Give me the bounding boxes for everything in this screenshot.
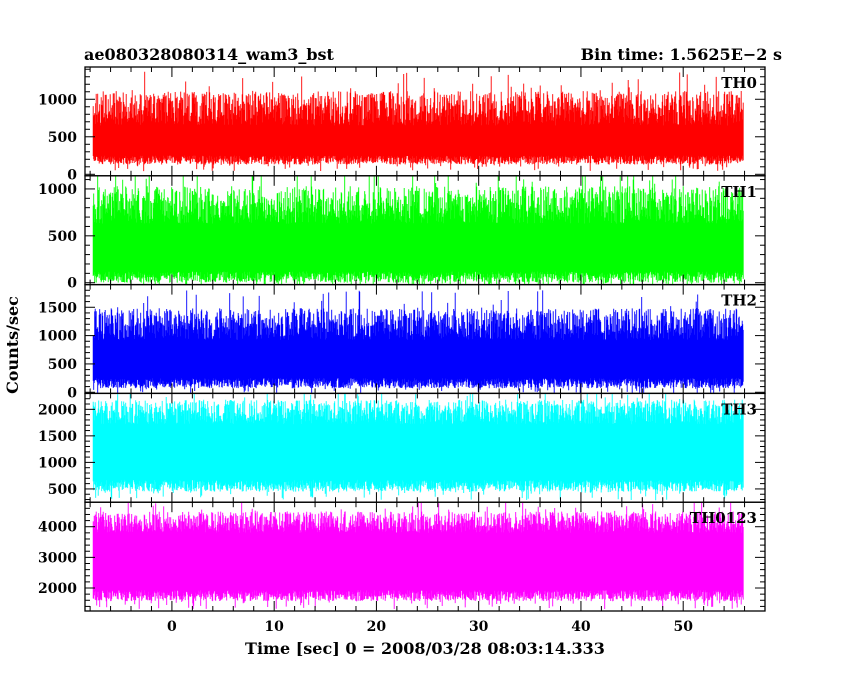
panel-label-th0123: TH0123 bbox=[690, 509, 757, 527]
panel-th1: 0 500 1000 TH1 bbox=[38, 175, 766, 292]
panel-th2: 0 500 1000 1500 TH2 bbox=[38, 283, 766, 401]
y-tick-label-th0123: 2000 bbox=[38, 581, 77, 597]
y-tick-label-th3: 2000 bbox=[38, 402, 77, 418]
chart-title: ae080328080314_wam3_bst bbox=[84, 45, 335, 64]
y-tick-label-th0123: 3000 bbox=[38, 550, 77, 566]
panel-label-th2: TH2 bbox=[721, 292, 757, 310]
y-tick-label-th0: 1000 bbox=[38, 92, 77, 108]
panel-label-th0: TH0 bbox=[721, 74, 757, 92]
y-tick-label-th0: 500 bbox=[48, 130, 77, 146]
panel-th0: 0 500 1000 TH0 bbox=[38, 66, 766, 183]
y-tick-label-th2: 500 bbox=[48, 357, 77, 373]
x-tick-label: 20 bbox=[367, 619, 387, 635]
series-th0 bbox=[92, 71, 744, 172]
x-tick-label: 50 bbox=[673, 619, 693, 635]
panel-label-th3: TH3 bbox=[721, 400, 757, 418]
y-tick-label-th2: 1500 bbox=[38, 300, 77, 316]
y-tick-label-th1: 500 bbox=[48, 229, 77, 245]
panel-th0123: 2000 3000 4000 TH0123 bbox=[38, 501, 766, 612]
y-tick-label-th3: 500 bbox=[48, 482, 77, 498]
y-axis-label: Counts/sec bbox=[3, 296, 22, 394]
y-tick-label-th3: 1000 bbox=[38, 455, 77, 471]
x-axis-label: Time [sec] 0 = 2008/03/28 08:03:14.333 bbox=[245, 639, 605, 658]
panel-th3: 500 1000 1500 2000 TH3 bbox=[38, 392, 766, 503]
y-tick-label-th3: 1500 bbox=[38, 429, 77, 445]
y-tick-label-th0123: 4000 bbox=[38, 520, 77, 536]
y-tick-label-th1: 0 bbox=[67, 276, 77, 292]
x-tick-label: 40 bbox=[571, 619, 591, 635]
x-tick-label: 30 bbox=[469, 619, 489, 635]
y-tick-label-th1: 1000 bbox=[38, 182, 77, 198]
series-th2 bbox=[92, 290, 744, 393]
panel-frame-th0123 bbox=[84, 501, 766, 612]
panel-label-th1: TH1 bbox=[721, 183, 757, 201]
x-tick-label: 10 bbox=[264, 619, 284, 635]
y-tick-label-th2: 1000 bbox=[38, 329, 77, 345]
x-tick-label: 0 bbox=[167, 619, 177, 635]
series-th3 bbox=[92, 393, 744, 501]
series-th0123 bbox=[92, 502, 744, 609]
y-tick-label-th0: 0 bbox=[67, 167, 77, 183]
chart-subtitle: Bin time: 1.5625E−2 s bbox=[581, 45, 782, 64]
series-th1 bbox=[92, 176, 744, 285]
y-tick-label-th2: 0 bbox=[67, 385, 77, 401]
